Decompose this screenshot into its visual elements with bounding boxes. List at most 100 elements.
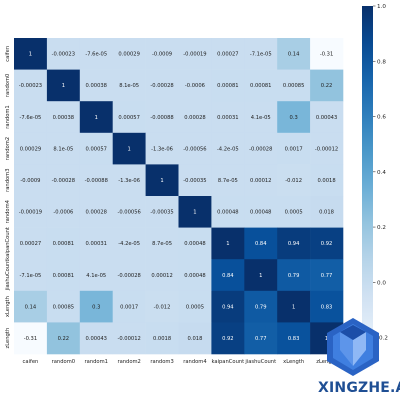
heatmap-cell (79, 322, 113, 355)
heatmap-cell (178, 322, 212, 355)
y-tick-label: random4 (5, 199, 11, 223)
heatmap-cell-label: -7.6e-05 (20, 115, 42, 121)
heatmap-cell-label: -0.012 (154, 304, 171, 310)
heatmap-cell-label: -0.0009 (20, 178, 40, 184)
heatmap-cell-label: -0.00028 (52, 178, 75, 184)
heatmap-cell-label: -0.00088 (85, 178, 108, 184)
heatmap-cell (178, 196, 212, 228)
heatmap-cell-label: 8.7e-05 (152, 241, 172, 247)
heatmap-cell (145, 69, 179, 102)
heatmap-cell (211, 164, 245, 197)
y-tick-labels: caifen random0 random1 random2 random3 random… (5, 46, 11, 349)
heatmap-cell-label: 1 (193, 210, 196, 216)
colorbar-tick-label: 1.0 (377, 4, 386, 10)
y-tick-label: xLength (5, 296, 11, 317)
heatmap-cell (310, 132, 344, 165)
heatmap-cell-label: 0.0017 (285, 146, 303, 152)
heatmap-cell (145, 132, 179, 165)
heatmap-cell (277, 69, 311, 102)
heatmap-cell (244, 196, 278, 228)
heatmap-cell-label: -0.00035 (183, 178, 206, 184)
heatmap-cell (79, 290, 113, 323)
heatmap-cell-label: -0.0009 (152, 52, 172, 58)
y-tick-label: kaipanCount (5, 227, 11, 260)
heatmap-cell (244, 259, 278, 292)
heatmap-cell (244, 290, 278, 323)
heatmap-cell-label: 4.1e-05 (251, 115, 271, 121)
heatmap-cell-label: 0.84 (222, 273, 234, 279)
heatmap-cell (145, 101, 179, 134)
heatmap-cell (145, 290, 179, 323)
heatmap-cell-label: 0.92 (321, 241, 333, 247)
heatmap-cell (112, 227, 146, 260)
heatmap-cell-label: 0.77 (255, 336, 267, 342)
heatmap-cell-label: 0.00057 (86, 146, 107, 152)
heatmap-cell (310, 196, 344, 228)
heatmap-cell (14, 290, 48, 323)
heatmap-cell-label: -0.00028 (150, 83, 173, 89)
y-tick-label: caifen (5, 46, 11, 62)
heatmap-cell (14, 38, 48, 70)
heatmap-cell (310, 38, 344, 70)
x-tick-labels: caifen random0 random1 random2 random3 random… (23, 359, 337, 365)
colorbar-tick-label: 0.0 (377, 280, 386, 286)
heatmap-cell (145, 227, 179, 260)
heatmap-cell (79, 196, 113, 228)
heatmap-cell (46, 259, 81, 292)
x-tick-label: caifen (23, 359, 39, 365)
heatmap-cell-label: 0.018 (319, 210, 334, 216)
heatmap-cell (14, 132, 48, 165)
heatmap-cell (46, 69, 81, 102)
heatmap-cell-label: -0.0006 (185, 83, 205, 89)
heatmap-cell (244, 132, 278, 165)
heatmap-cell-label: -7.1e-05 (250, 52, 272, 58)
heatmap-cell-label: 0.00081 (217, 83, 238, 89)
heatmap-cell (211, 132, 245, 165)
xingzhe-logo-icon (327, 318, 379, 376)
heatmap-cell-label: 1 (29, 52, 32, 58)
x-tick-label: jiashuCount (244, 359, 276, 365)
heatmap-cell (211, 290, 245, 323)
heatmap-cell (310, 227, 344, 260)
heatmap-cell-label: 0.22 (58, 336, 70, 342)
heatmap-cell-labels: 1 -0.00023 -7.6e-05 0.00029 -0.0009 -0.00019 0… (19, 52, 338, 342)
heatmap-cell-label: 0.79 (255, 304, 267, 310)
heatmap-cell (244, 164, 278, 197)
heatmap-cell-label: 0.00031 (86, 241, 107, 247)
heatmap-cell (112, 132, 146, 165)
heatmap-cell-label: -0.00028 (117, 273, 140, 279)
heatmap-cell-label: -1.3e-06 (151, 146, 173, 152)
heatmap-cell (211, 38, 245, 70)
heatmap-cell (112, 196, 146, 228)
heatmap-cell (14, 69, 48, 102)
heatmap-cell-label: -0.00088 (150, 115, 173, 121)
heatmap-cell-label: 0.3 (290, 115, 298, 121)
heatmap-cell (46, 101, 81, 134)
x-tick-label: random1 (85, 359, 108, 365)
heatmap-cell (14, 164, 48, 197)
heatmap-cell-label: -0.0006 (53, 210, 73, 216)
heatmap-cell-label: -0.00056 (183, 146, 206, 152)
y-tick-label: zLength (5, 328, 11, 349)
y-tick-label: random0 (5, 74, 11, 97)
heatmap-cell (79, 227, 113, 260)
heatmap-cell (211, 196, 245, 228)
heatmap-cell (211, 259, 245, 292)
heatmap-cell-label: 1 (95, 115, 98, 121)
heatmap-cell-label: 0.83 (288, 336, 300, 342)
heatmap-cell-label: 8.7e-05 (218, 178, 238, 184)
heatmap-cell (79, 132, 113, 165)
heatmap-cell-label: -0.012 (285, 178, 302, 184)
heatmap-cell (211, 101, 245, 134)
heatmap-cell-label: 0.79 (288, 273, 300, 279)
heatmap-cell-label: -4.2e-05 (118, 241, 140, 247)
colorbar: 1.0 0.8 0.6 0.4 0.2 0.0 -0.2 (362, 4, 388, 368)
heatmap-cell-label: 0.00085 (53, 304, 74, 310)
heatmap-cell-label: 0.92 (222, 336, 234, 342)
heatmap-cell (79, 38, 113, 70)
colorbar-tick-label: -0.2 (377, 336, 388, 342)
heatmap-cell-label: 0.84 (255, 241, 267, 247)
heatmap-cell-label: 0.0018 (317, 178, 335, 184)
heatmap-cell (46, 227, 81, 260)
